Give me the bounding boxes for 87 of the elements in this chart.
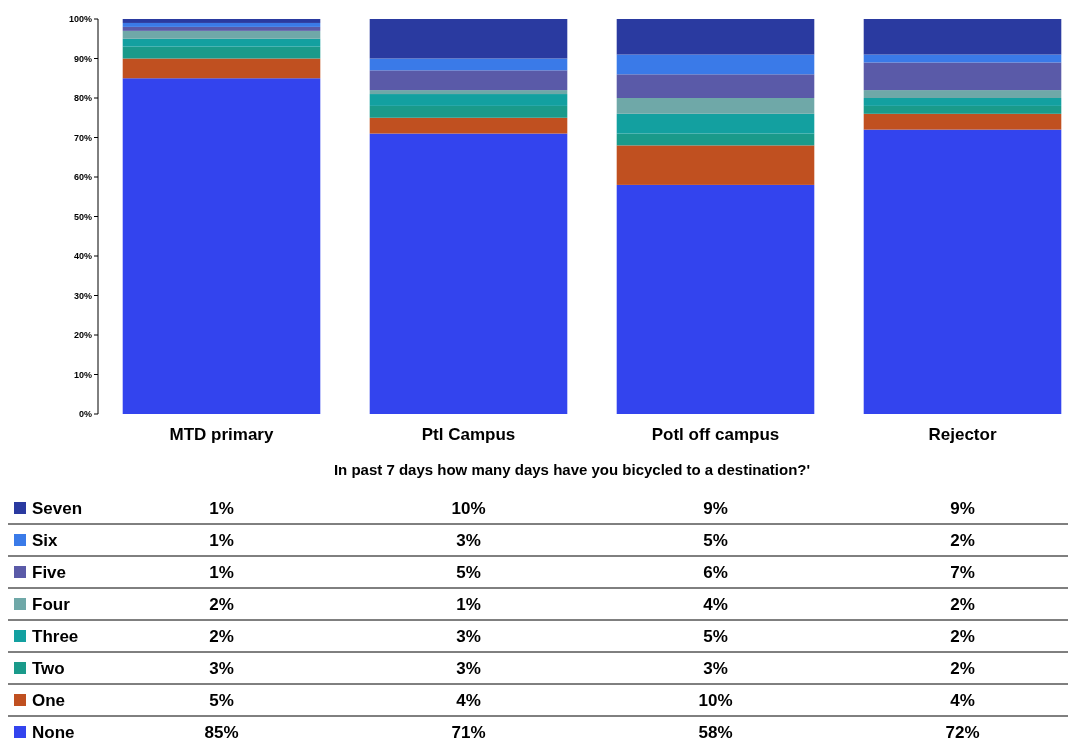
data-label: 2% — [950, 530, 975, 550]
bar — [616, 184, 815, 414]
bar — [616, 54, 815, 75]
bar — [369, 70, 568, 91]
data-label: 3% — [456, 626, 481, 646]
bar — [122, 30, 321, 39]
bar — [122, 26, 321, 31]
bar — [863, 105, 1062, 114]
x-tick-label: Rejector — [928, 425, 997, 444]
legend-label: Two — [32, 658, 65, 678]
bar — [863, 129, 1062, 414]
legend-label: Six — [32, 530, 59, 550]
bar — [616, 98, 815, 114]
data-label: 6% — [703, 562, 728, 582]
data-label: 85% — [204, 722, 239, 740]
y-tick-label: 0% — [78, 409, 92, 420]
legend-label: Seven — [32, 498, 83, 518]
legend-label: None — [32, 722, 75, 740]
data-label: 71% — [451, 722, 486, 740]
data-label: 7% — [950, 562, 975, 582]
data-label: 2% — [209, 626, 234, 646]
bar — [122, 22, 321, 27]
data-label: 10% — [451, 498, 486, 518]
bar — [616, 113, 815, 134]
bar — [616, 19, 815, 55]
bar — [369, 117, 568, 134]
data-label: 2% — [209, 594, 234, 614]
x-tick-label: Ptl Campus — [421, 425, 516, 444]
x-axis-title: In past 7 days how many days have you bicycled to a destination?' — [333, 461, 811, 478]
data-label: 1% — [209, 530, 234, 550]
bar — [616, 145, 815, 185]
data-label: 1% — [456, 594, 481, 614]
y-tick-label: 30% — [73, 290, 92, 301]
bar — [616, 74, 815, 98]
bar — [122, 78, 321, 414]
bar — [863, 90, 1062, 98]
data-label: 5% — [209, 690, 234, 710]
y-tick-label: 40% — [73, 251, 92, 262]
data-label: 10% — [698, 690, 733, 710]
data-label: 3% — [456, 658, 481, 678]
data-label: 3% — [209, 658, 234, 678]
bar — [122, 19, 321, 23]
legend-label: One — [32, 690, 66, 710]
y-tick-label: 80% — [73, 93, 92, 104]
data-label: 58% — [698, 722, 733, 740]
y-tick-label: 50% — [73, 211, 92, 222]
bar — [122, 58, 321, 79]
bar — [369, 133, 568, 414]
bar — [369, 105, 568, 118]
y-tick-label: 70% — [73, 132, 92, 143]
bar — [863, 98, 1062, 106]
bar — [369, 90, 568, 95]
data-label: 9% — [703, 498, 728, 518]
legend-label: Four — [32, 594, 71, 614]
data-label: 1% — [209, 562, 234, 582]
bar — [863, 19, 1062, 55]
legend-label: Three — [32, 626, 79, 646]
bar — [122, 46, 321, 59]
data-label: 5% — [456, 562, 481, 582]
bar — [369, 94, 568, 106]
data-label: 9% — [950, 498, 975, 518]
y-tick-label: 100% — [68, 14, 92, 25]
bar — [122, 38, 321, 47]
y-tick-label: 10% — [73, 369, 92, 380]
bar — [863, 62, 1062, 91]
bar — [369, 58, 568, 71]
bar — [616, 133, 815, 146]
data-label: 5% — [703, 530, 728, 550]
data-label: 2% — [950, 658, 975, 678]
data-label: 4% — [703, 594, 728, 614]
x-tick-label: Potl off campus — [651, 425, 780, 444]
data-label: 4% — [456, 690, 481, 710]
data-label: 3% — [703, 658, 728, 678]
y-tick-label: 90% — [73, 53, 92, 64]
data-label: 72% — [945, 722, 980, 740]
data-label: 3% — [456, 530, 481, 550]
y-tick-label: 20% — [73, 330, 92, 341]
x-tick-label: MTD primary — [169, 425, 274, 444]
bar — [369, 19, 568, 59]
data-label: 2% — [950, 594, 975, 614]
data-label: 5% — [703, 626, 728, 646]
y-tick-label: 60% — [73, 172, 92, 183]
data-label: 2% — [950, 626, 975, 646]
bar — [863, 113, 1062, 130]
data-label: 4% — [950, 690, 975, 710]
data-label: 1% — [209, 498, 234, 518]
legend-label: Five — [32, 562, 67, 582]
